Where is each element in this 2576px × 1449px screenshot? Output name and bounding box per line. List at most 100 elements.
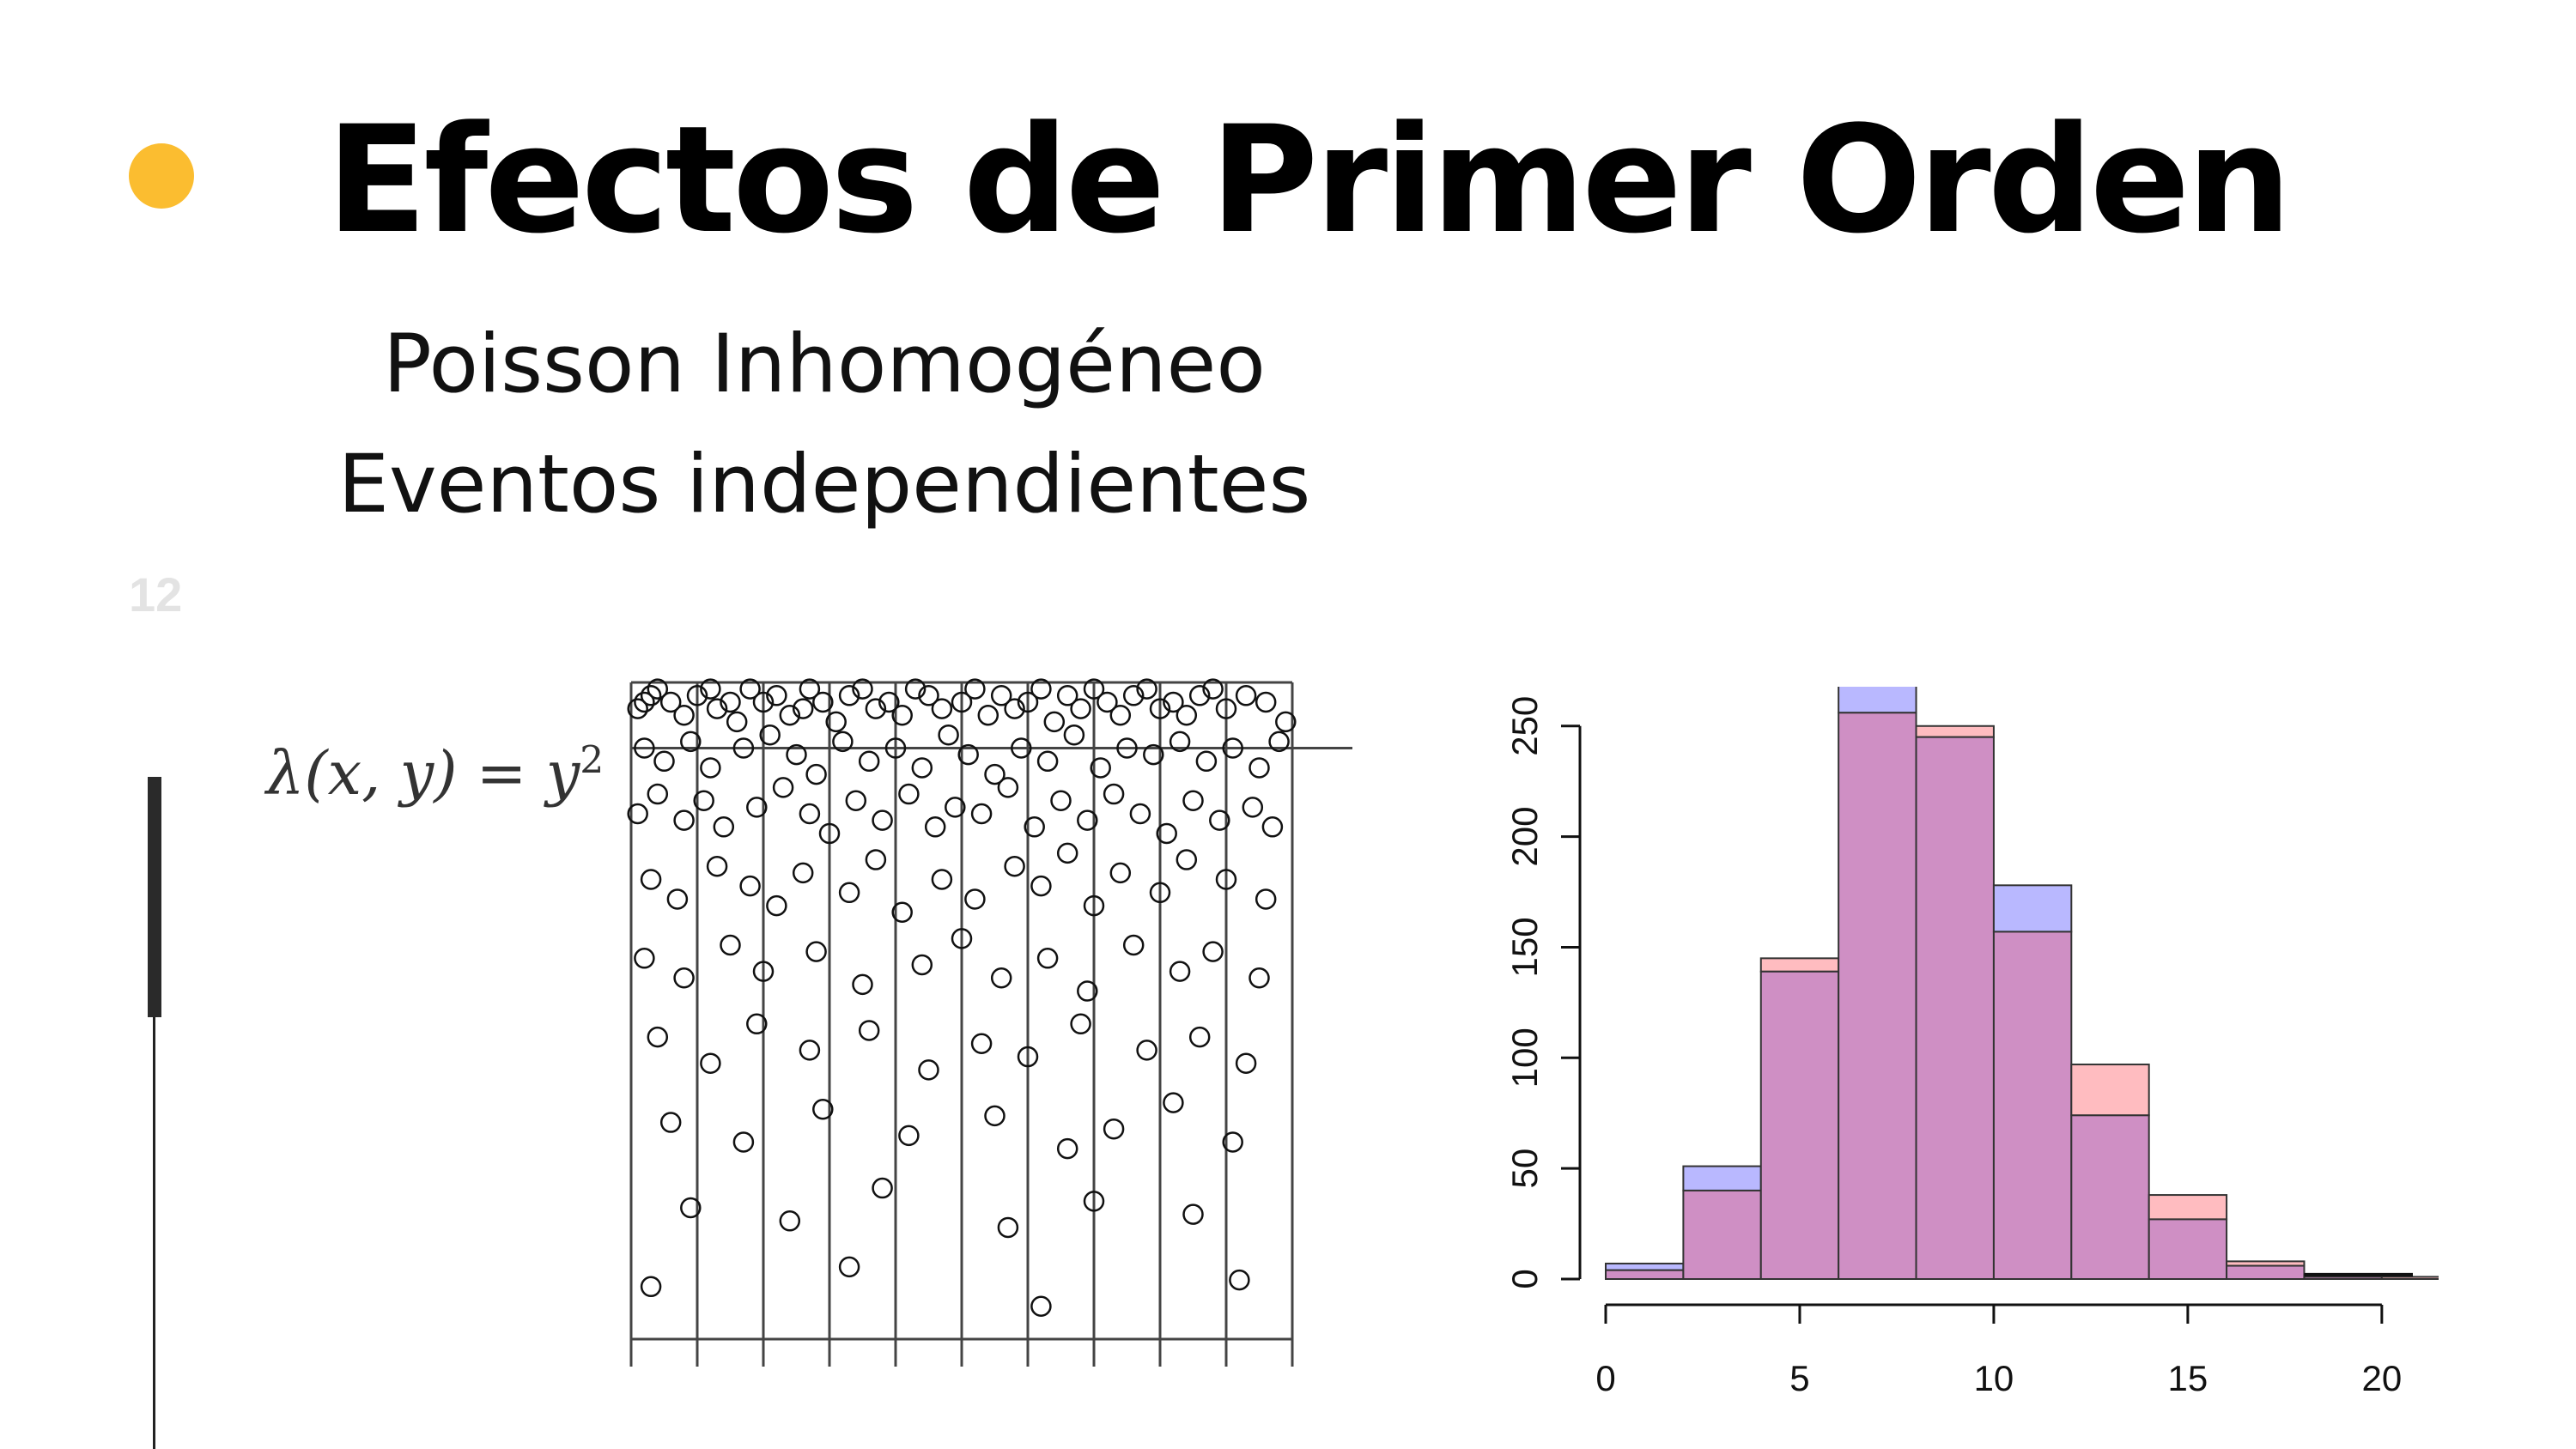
event-point bbox=[1229, 1269, 1250, 1291]
event-point bbox=[1268, 731, 1290, 753]
event-point bbox=[1070, 698, 1091, 719]
histogram-bar bbox=[1838, 712, 1917, 1281]
event-point bbox=[838, 1256, 860, 1278]
event-point bbox=[752, 961, 775, 982]
x-tick-label: 0 bbox=[1595, 1358, 1615, 1398]
event-point bbox=[1097, 691, 1118, 713]
histogram-bar bbox=[1992, 931, 2073, 1280]
event-point bbox=[1182, 1203, 1204, 1225]
y-tick-label: 200 bbox=[1504, 807, 1545, 867]
event-point bbox=[647, 1026, 669, 1048]
event-point bbox=[1163, 691, 1184, 713]
side-rule bbox=[153, 777, 155, 1449]
event-point bbox=[918, 1059, 939, 1081]
event-point bbox=[1136, 1040, 1157, 1061]
histogram-bar-excess bbox=[2380, 1276, 2439, 1281]
event-point bbox=[1235, 685, 1257, 706]
event-point bbox=[700, 1052, 721, 1074]
event-point bbox=[799, 678, 821, 700]
event-point bbox=[951, 928, 973, 949]
event-point bbox=[1182, 790, 1204, 811]
event-point bbox=[706, 698, 728, 719]
event-point bbox=[891, 901, 913, 923]
event-point bbox=[1109, 705, 1132, 726]
event-point bbox=[878, 691, 900, 713]
event-point bbox=[746, 1013, 768, 1035]
event-point bbox=[964, 678, 986, 700]
event-point bbox=[911, 954, 933, 976]
event-point bbox=[726, 711, 748, 733]
histogram-bar-excess bbox=[2148, 1194, 2228, 1221]
event-point bbox=[1077, 809, 1098, 831]
event-point bbox=[634, 691, 655, 713]
event-point bbox=[1122, 934, 1145, 956]
event-point bbox=[1176, 705, 1198, 726]
histogram-bar bbox=[2303, 1276, 2383, 1281]
event-point bbox=[1222, 737, 1243, 759]
y-tick-label: 0 bbox=[1504, 1269, 1545, 1288]
event-point bbox=[1024, 816, 1045, 838]
event-point bbox=[1222, 1131, 1243, 1153]
event-point bbox=[700, 678, 721, 700]
event-point bbox=[766, 894, 787, 917]
histogram-bar bbox=[1915, 736, 1995, 1280]
x-tick-label: 10 bbox=[1974, 1358, 2014, 1398]
event-point bbox=[1036, 948, 1059, 969]
event-point bbox=[779, 705, 801, 726]
event-point bbox=[1202, 678, 1224, 700]
event-point bbox=[713, 816, 735, 838]
histogram-bar-excess bbox=[1682, 1165, 1762, 1191]
event-point bbox=[852, 973, 873, 996]
event-point bbox=[786, 743, 807, 766]
event-point bbox=[1143, 743, 1164, 766]
event-point bbox=[805, 763, 827, 785]
event-point bbox=[1056, 842, 1078, 864]
slide-title: Efectos de Primer Orden bbox=[326, 94, 2292, 266]
side-rule-accent bbox=[148, 777, 161, 1017]
event-point bbox=[706, 855, 728, 877]
page-number: 12 bbox=[129, 567, 183, 621]
subtitle-model: Poisson Inhomogéneo bbox=[383, 318, 1266, 411]
event-point bbox=[1163, 1092, 1184, 1113]
y-tick-label: 100 bbox=[1504, 1028, 1545, 1088]
event-point bbox=[838, 685, 860, 706]
event-point bbox=[1169, 961, 1191, 982]
event-point bbox=[686, 685, 708, 706]
histogram-bar bbox=[2226, 1264, 2306, 1280]
histogram-bar bbox=[1759, 970, 1840, 1280]
event-point bbox=[1215, 698, 1237, 719]
event-point bbox=[812, 691, 834, 713]
event-point bbox=[779, 1210, 801, 1232]
event-point bbox=[1030, 875, 1052, 897]
event-point bbox=[1156, 822, 1177, 845]
subtitle-events: Eventos independientes bbox=[337, 438, 1311, 531]
histogram-bar-excess bbox=[1838, 687, 1917, 714]
event-point bbox=[1056, 685, 1078, 706]
event-point bbox=[1017, 1046, 1039, 1068]
formula-equals: = bbox=[476, 738, 527, 809]
event-point bbox=[852, 678, 873, 700]
event-point bbox=[1036, 750, 1059, 773]
event-point bbox=[1004, 698, 1025, 719]
event-point bbox=[1176, 849, 1198, 870]
formula-lhs: λ(x, y) bbox=[266, 738, 458, 809]
event-point bbox=[990, 685, 1012, 706]
event-point bbox=[700, 757, 721, 779]
event-point bbox=[990, 967, 1012, 989]
event-point bbox=[792, 698, 814, 719]
event-point bbox=[904, 678, 927, 700]
event-point bbox=[911, 757, 933, 779]
event-point bbox=[766, 685, 787, 706]
x-tick-label: 15 bbox=[2168, 1358, 2208, 1398]
event-point bbox=[673, 705, 695, 726]
event-point bbox=[1103, 1118, 1125, 1140]
event-point bbox=[627, 698, 648, 719]
event-point bbox=[680, 731, 702, 753]
event-point bbox=[984, 763, 1005, 785]
event-point bbox=[805, 941, 827, 962]
event-point bbox=[1050, 790, 1072, 811]
event-point bbox=[1090, 757, 1111, 779]
event-point bbox=[984, 1105, 1005, 1127]
event-point bbox=[627, 803, 648, 825]
histogram-bar bbox=[2070, 1114, 2150, 1280]
